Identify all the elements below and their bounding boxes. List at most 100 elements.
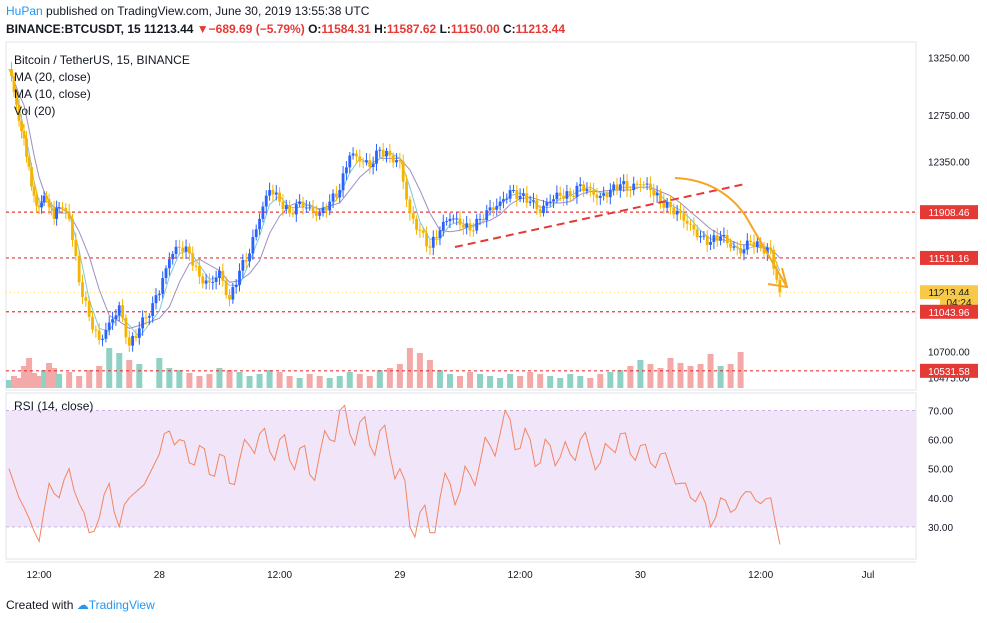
- candle-body: [568, 191, 572, 196]
- tradingview-logo-icon: ☁: [76, 598, 89, 612]
- candle-body: [555, 192, 559, 200]
- candle-body: [471, 230, 475, 232]
- candle-body: [12, 76, 16, 93]
- candle-body: [291, 213, 295, 215]
- volume-bar: [46, 363, 53, 388]
- candle-body: [428, 246, 432, 248]
- candle-body: [191, 253, 195, 266]
- candle-body: [97, 330, 101, 340]
- volume-bar: [176, 370, 183, 388]
- candle-body: [632, 183, 636, 191]
- volume-bar: [196, 376, 203, 388]
- candle-body: [84, 297, 88, 301]
- rsi-axis[interactable]: 70.00 60.00 50.00 40.00 30.00: [928, 407, 953, 534]
- candle-body: [739, 247, 743, 254]
- candle-body: [338, 190, 342, 198]
- candle-body: [121, 305, 124, 318]
- candle-body: [622, 181, 626, 185]
- price-tick-label: 12350.00: [928, 157, 970, 168]
- candle-body: [578, 184, 582, 186]
- candle-body: [699, 236, 702, 238]
- volume-bar: [507, 374, 514, 388]
- candle-body: [401, 161, 405, 182]
- candle-body: [385, 150, 388, 157]
- candle-body: [532, 200, 535, 202]
- candle-body: [545, 202, 549, 206]
- time-tick-label: 12:00: [27, 570, 52, 581]
- candle-body: [431, 236, 435, 248]
- candle-body: [722, 234, 726, 237]
- candle-body: [468, 223, 472, 231]
- legend-rsi: RSI (14, close): [14, 399, 93, 413]
- candle-body: [659, 192, 662, 202]
- price-axis[interactable]: 13250.00 12750.00 12350.00 10700.00 10475.00: [928, 54, 970, 385]
- close-label: C:: [502, 22, 516, 36]
- candle-body: [395, 159, 398, 163]
- candle-body: [598, 195, 602, 198]
- candle-body: [662, 201, 666, 208]
- candle-body: [635, 183, 639, 185]
- candle-body: [735, 246, 739, 248]
- candle-body: [755, 241, 759, 248]
- candle-body: [154, 295, 158, 304]
- volume-bar: [607, 372, 614, 388]
- volume-bar: [206, 374, 213, 388]
- candle-body: [769, 247, 773, 250]
- candle-body: [498, 201, 502, 207]
- candle-body: [144, 317, 148, 319]
- candle-body: [381, 149, 385, 157]
- trendline-drawing[interactable]: [454, 177, 789, 289]
- candle-body: [264, 195, 268, 207]
- candle-body: [27, 156, 31, 168]
- candle-body: [669, 201, 672, 208]
- candle-body: [745, 240, 749, 250]
- candle-body: [461, 224, 465, 228]
- price-tag-label: 11043.96: [929, 308, 970, 319]
- candle-body: [495, 206, 499, 210]
- candle-body: [345, 167, 348, 174]
- price-tag: [920, 304, 978, 319]
- volume-bar: [537, 374, 544, 388]
- price-tick-label: 10700.00: [928, 347, 970, 358]
- candle-body: [177, 246, 181, 248]
- candle-body: [451, 218, 455, 220]
- published-text: published on TradingView.com, June 30, 2…: [46, 4, 370, 18]
- price-tick-label: 10475.00: [928, 373, 970, 384]
- time-tick-label: 12:00: [748, 570, 773, 581]
- candle-body: [52, 208, 56, 219]
- candle-body: [74, 240, 78, 256]
- candle-body: [522, 193, 525, 196]
- candle-body: [441, 221, 445, 231]
- candle-body: [421, 230, 425, 233]
- candle-body: [645, 183, 649, 185]
- author-name[interactable]: HuPan: [6, 4, 43, 18]
- footer: Created with ☁TradingView: [6, 598, 155, 612]
- close-value: 11213.44: [515, 22, 566, 36]
- price-tick-label: 12750.00: [928, 111, 970, 122]
- time-axis[interactable]: 12:00 28 12:00 29 12:00 30 12:00 Jul: [6, 561, 916, 581]
- candle-body: [37, 205, 41, 208]
- tradingview-link[interactable]: TradingView: [88, 598, 155, 612]
- candle-body: [358, 156, 362, 162]
- price-pane[interactable]: [5, 41, 917, 391]
- candle-body: [117, 305, 121, 316]
- candle-body: [258, 218, 261, 230]
- candle-body: [762, 247, 766, 254]
- candle-body: [321, 207, 325, 214]
- candle-body: [455, 218, 459, 220]
- volume-bar: [376, 370, 383, 388]
- volume-bar: [497, 378, 504, 388]
- volume-bar: [106, 348, 113, 388]
- candle-body: [184, 246, 188, 252]
- candle-body: [692, 224, 696, 230]
- candle-body: [408, 199, 412, 214]
- candle-body: [595, 194, 599, 198]
- time-tick-label: 29: [394, 570, 406, 581]
- volume-bar: [436, 370, 443, 388]
- candle-body: [131, 335, 135, 346]
- volume-bar: [737, 352, 744, 388]
- volume-bar: [16, 378, 23, 388]
- price-tag-label: 11908.46: [929, 208, 970, 219]
